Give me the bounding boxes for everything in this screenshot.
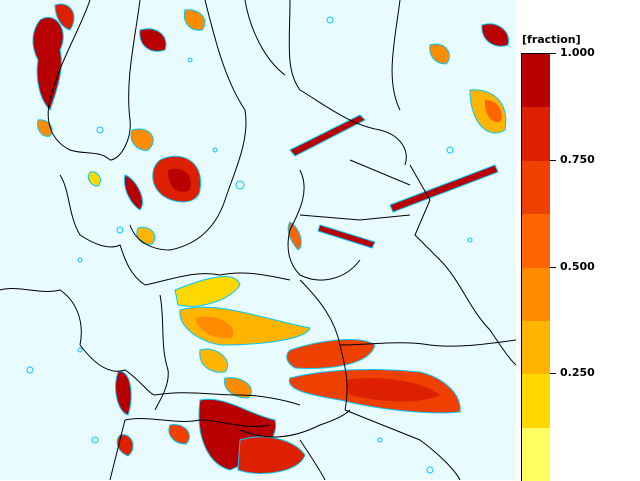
legend-tick (550, 159, 556, 161)
border-czech-austria (124, 418, 271, 427)
legend-band (522, 54, 550, 108)
field-band-4 (287, 221, 302, 251)
field-germany-south (116, 434, 134, 457)
field-poland-north (174, 276, 241, 307)
field-skane (136, 226, 156, 245)
legend-band (522, 320, 550, 375)
legend-tick-label: 0.750 (560, 152, 595, 166)
border-latvia-lithuania (299, 214, 411, 221)
field-denmark (87, 171, 101, 187)
border-slovakia-hungary (239, 409, 351, 438)
border-germany-poland (154, 294, 169, 411)
legend-panel: [fraction] 1.000 0.750 0.500 0.250 (516, 0, 640, 481)
field-finland-ne (481, 23, 510, 47)
border-belarus-ukraine (339, 339, 516, 347)
border-norway-sweden (109, 0, 141, 161)
field-poland-core (195, 316, 234, 339)
field-band-1 (289, 114, 366, 157)
border-finland-russia (391, 0, 401, 111)
border-germany-west (0, 288, 82, 346)
border-austria-south (109, 419, 126, 480)
field-austria (168, 424, 190, 445)
field-ukraine-west (223, 377, 252, 399)
border-ukraine-moldova (344, 409, 461, 480)
legend-band (522, 107, 550, 161)
border-belarus-russia (439, 259, 516, 366)
border-finland-sweden (244, 0, 286, 76)
coast-sweden-east (129, 0, 247, 251)
field-band-3 (317, 224, 376, 249)
legend-tick (550, 373, 556, 375)
coast-baltic (287, 169, 361, 281)
legend-band (522, 267, 550, 321)
field-north-sweden (139, 28, 167, 52)
border-poland-ukraine (339, 344, 348, 411)
legend-band (522, 427, 550, 481)
coast-finland (288, 0, 407, 166)
legend-tick-label: 0.500 (560, 259, 595, 273)
field-finland-se (429, 43, 450, 65)
legend-tick (550, 53, 556, 54)
field-band-2 (389, 164, 499, 213)
field-sweden-core (168, 168, 192, 192)
legend-tick (550, 266, 556, 268)
field-sweden-east (130, 128, 154, 151)
map-area[interactable] (0, 0, 516, 480)
map-canvas (0, 0, 516, 480)
field-ukraine-core (345, 378, 440, 402)
legend-band (522, 374, 550, 428)
legend-color-bar (521, 53, 550, 481)
field-north-sweden2 (183, 9, 206, 31)
coast-denmark (59, 174, 146, 286)
field-ukraine-north (286, 339, 376, 369)
field-carpathian-east (237, 436, 306, 475)
field-germany-east (115, 371, 132, 416)
field-norway-north (54, 3, 75, 31)
legend-tick-label: 1.000 (560, 46, 595, 59)
border-estonia-latvia (349, 159, 411, 186)
legend-band (522, 160, 550, 215)
coast-norway (47, 0, 111, 161)
coast-germany-poland (144, 272, 291, 286)
border-poland-belarus (299, 279, 341, 346)
field-poland-south (199, 348, 228, 373)
field-russia2 (484, 100, 502, 123)
contour-speckles (26, 16, 473, 474)
legend-tick-label: 0.250 (560, 366, 595, 380)
field-layer (32, 3, 510, 475)
field-sweden-west (123, 174, 143, 211)
border-layer (0, 0, 516, 480)
legend-unit-label: [fraction] (522, 33, 581, 46)
legend-band (522, 214, 550, 268)
field-norway (32, 16, 64, 111)
border-germany-czech (79, 344, 156, 396)
field-norway-south (37, 119, 53, 137)
border-baltic-russia (409, 164, 441, 261)
border-poland-czech (154, 392, 301, 406)
border-hungary-romania (299, 439, 326, 480)
